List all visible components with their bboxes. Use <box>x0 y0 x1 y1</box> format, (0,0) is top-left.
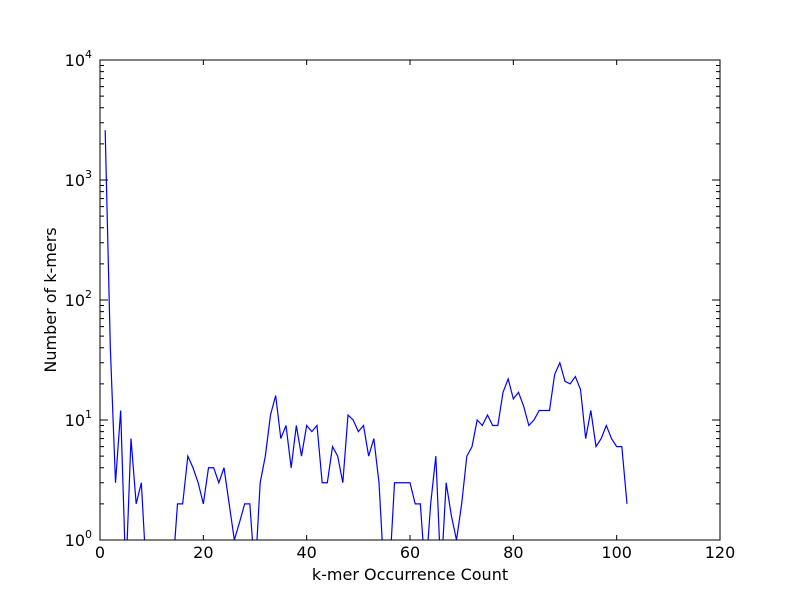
plot-area <box>100 60 720 540</box>
y-tick-base: 10 <box>65 531 85 550</box>
y-tick-exponent: 1 <box>85 408 92 421</box>
y-tick-base: 10 <box>65 51 85 70</box>
y-tick-exponent: 0 <box>85 528 92 541</box>
y-tick-exponent: 2 <box>85 288 92 301</box>
y-axis-label: Number of k-mers <box>41 227 60 372</box>
y-tick-exponent: 3 <box>85 168 92 181</box>
series-line <box>104 130 628 540</box>
plot-frame <box>99 59 721 541</box>
y-tick-base: 10 <box>65 291 85 310</box>
y-tick-exponent: 4 <box>85 48 92 61</box>
y-tick-label: 100 <box>65 528 92 550</box>
x-tick-label: 0 <box>95 543 105 562</box>
y-tick-base: 10 <box>65 171 85 190</box>
y-tick-label: 104 <box>65 48 92 70</box>
y-tick-label: 103 <box>65 168 92 190</box>
x-tick-label: 60 <box>400 543 420 562</box>
x-tick-label: 80 <box>503 543 523 562</box>
y-tick-label: 101 <box>65 408 92 430</box>
x-tick-label: 120 <box>705 543 736 562</box>
x-tick-label: 100 <box>601 543 632 562</box>
x-tick-label: 40 <box>296 543 316 562</box>
x-axis-label: k-mer Occurrence Count <box>312 565 508 584</box>
y-tick-base: 10 <box>65 411 85 430</box>
y-tick-label: 102 <box>65 288 92 310</box>
x-tick-label: 20 <box>193 543 213 562</box>
